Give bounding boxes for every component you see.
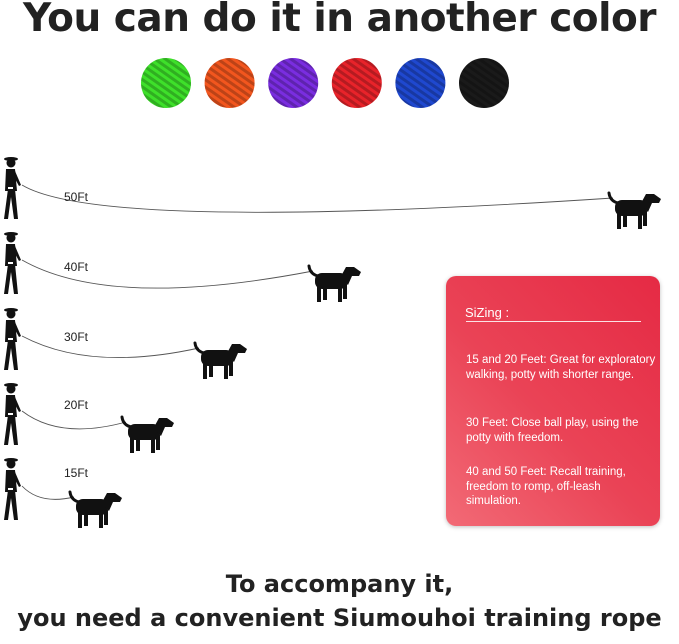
leash-row-30Ft: 30Ft: [4, 308, 247, 380]
dog-icon: [193, 341, 247, 380]
length-label: 50Ft: [64, 190, 89, 204]
person-icon: [4, 157, 21, 219]
divider: [466, 321, 641, 322]
leash-line: [21, 335, 200, 359]
length-label: 30Ft: [64, 330, 89, 344]
color-swatch-blue[interactable]: [395, 58, 446, 108]
sizing-item: 40 and 50 Feet: Recall training, freedom…: [466, 466, 626, 507]
sizing-item: 30 Feet: Close ball play, using the pott…: [466, 417, 639, 444]
dog-icon: [607, 191, 661, 230]
leash-line: [21, 485, 75, 500]
leash-row-15Ft: 15Ft: [4, 458, 122, 529]
footer-line-1: To accompany it,: [225, 570, 454, 598]
person-icon: [4, 308, 21, 370]
dog-icon: [68, 490, 122, 529]
leash-line: [21, 259, 314, 289]
leash-row-50Ft: 50Ft: [4, 157, 661, 230]
person-icon: [4, 383, 21, 445]
sizing-heading: SiZing :: [465, 305, 510, 320]
color-swatch-black[interactable]: [459, 58, 509, 108]
sizing-item: 15 and 20 Feet: Great for exploratory wa…: [466, 354, 656, 381]
leash-row-20Ft: 20Ft: [4, 383, 174, 454]
length-label: 40Ft: [64, 260, 89, 274]
leash-row-40Ft: 40Ft: [4, 232, 361, 303]
color-swatch-red[interactable]: [331, 58, 382, 108]
sizing-info-card: SiZing : 15 and 20 Feet: Great for explo…: [446, 276, 660, 526]
length-label: 20Ft: [64, 398, 89, 412]
person-icon: [4, 232, 21, 294]
color-swatch-orange[interactable]: [204, 58, 255, 108]
leash-line: [21, 410, 127, 430]
color-swatch-purple[interactable]: [268, 58, 319, 108]
footer-line-2: you need a convenient Siumouhoi training…: [17, 604, 662, 632]
color-swatch-green[interactable]: [141, 58, 191, 108]
length-label: 15Ft: [64, 466, 89, 480]
dog-icon: [120, 415, 174, 454]
person-icon: [4, 458, 21, 520]
page-title: You can do it in another color: [22, 0, 657, 41]
dog-icon: [307, 264, 361, 303]
leash-line: [21, 184, 614, 213]
